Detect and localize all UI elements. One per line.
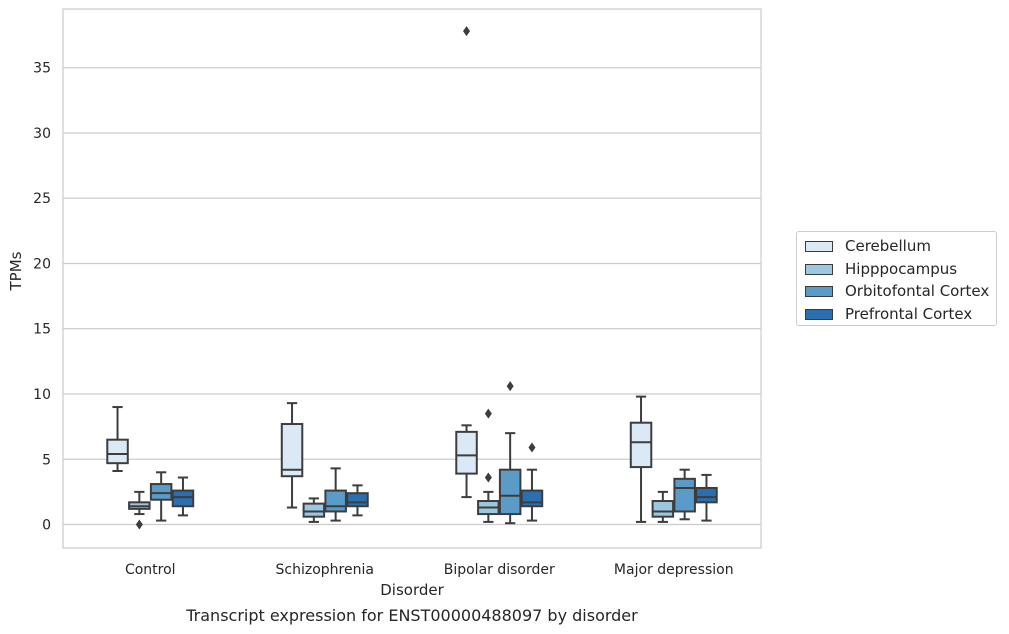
outlier-point: [484, 408, 492, 419]
box-body: [106, 438, 129, 465]
box-body: [302, 502, 326, 518]
box-body: [673, 477, 696, 513]
outlier-point: [506, 381, 514, 392]
x-tick-label: Control: [125, 562, 176, 578]
x-axis-ticks: Control Schizophrenia Bipolar disorder Majo…: [125, 562, 734, 578]
y-tick-label: 5: [42, 452, 51, 468]
outlier-point: [135, 519, 143, 530]
box-orbitofontal-cortex: [498, 381, 522, 525]
y-tick-label: 25: [33, 191, 51, 207]
x-tick-label: Major depression: [614, 562, 734, 578]
box-series: [106, 26, 718, 530]
box-cerebellum: [106, 406, 129, 472]
box-cerebellum: [629, 395, 653, 523]
legend-label: Prefrontal Cortex: [845, 305, 973, 323]
box-body: [498, 468, 522, 516]
box-hipppocampus: [302, 497, 326, 523]
x-axis-label: Disorder: [380, 581, 444, 599]
box-cerebellum: [280, 402, 304, 509]
y-axis-ticks: 0 5 10 15 20 25 30 35: [33, 61, 51, 534]
y-axis-label: TPMs: [7, 251, 25, 291]
outlier-point: [484, 472, 492, 483]
y-tick-label: 0: [42, 518, 51, 534]
box-hipppocampus: [651, 490, 675, 523]
y-tick-label: 20: [33, 256, 51, 272]
legend-item-orbitofrontal-cortex: Orbitofontal Cortex: [805, 282, 989, 300]
box-body: [455, 430, 478, 475]
chart-caption: Transcript expression for ENST0000048809…: [186, 606, 638, 625]
legend-label: Orbitofontal Cortex: [845, 282, 990, 300]
box-orbitofontal-cortex: [673, 468, 696, 521]
box-orbitofontal-cortex: [149, 471, 173, 522]
legend-item-hippocampus: Hipppocampus: [805, 260, 957, 278]
legend-item-cerebellum: Cerebellum: [805, 237, 931, 255]
box-cerebellum: [455, 26, 478, 499]
legend-swatch: [805, 240, 833, 252]
box-body: [346, 492, 369, 508]
x-tick-label: Bipolar disorder: [444, 562, 555, 578]
box-hipppocampus: [128, 490, 151, 530]
box-prefrontal-cortex: [171, 476, 195, 517]
box-body: [280, 423, 304, 478]
box-body: [520, 489, 544, 508]
box-body: [695, 486, 718, 504]
box-body: [149, 483, 173, 501]
legend-label: Hipppocampus: [845, 260, 958, 278]
legend-item-prefrontal-cortex: Prefrontal Cortex: [805, 305, 972, 323]
gridlines: [63, 67, 761, 526]
legend-label: Cerebellum: [845, 237, 931, 255]
box-body: [324, 489, 347, 513]
legend: Cerebellum Hipppocampus Orbitofontal Cor…: [796, 231, 997, 326]
box-body: [651, 500, 675, 518]
y-tick-label: 35: [33, 61, 51, 77]
box-prefrontal-cortex: [520, 442, 544, 522]
y-tick-label: 15: [33, 322, 51, 338]
legend-swatch: [805, 285, 833, 297]
x-tick-label: Schizophrenia: [276, 562, 374, 578]
legend-swatch: [805, 308, 833, 320]
box-body: [629, 421, 653, 469]
box-hipppocampus: [477, 408, 500, 523]
y-tick-label: 30: [33, 126, 51, 142]
legend-swatch: [805, 263, 833, 275]
box-prefrontal-cortex: [695, 473, 718, 522]
y-tick-label: 10: [33, 387, 51, 403]
plot-frame: [62, 8, 762, 549]
box-prefrontal-cortex: [346, 484, 369, 517]
outlier-point: [463, 26, 471, 37]
outlier-point: [528, 442, 536, 453]
box-orbitofontal-cortex: [324, 467, 347, 522]
box-body: [171, 489, 195, 508]
